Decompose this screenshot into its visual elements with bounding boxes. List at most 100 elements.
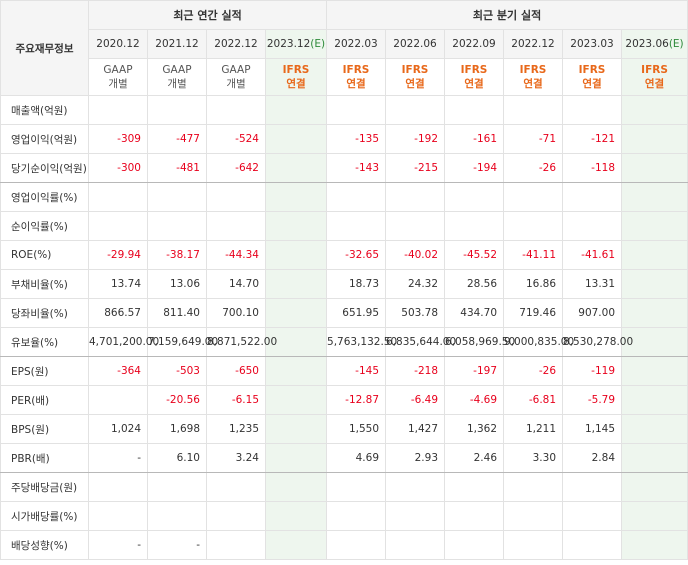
- table-cell: -161: [444, 124, 505, 154]
- accounting-basis: IFRS: [282, 64, 310, 76]
- table-cell: -197: [444, 356, 505, 386]
- table-cell: [562, 472, 623, 502]
- accounting-standard: IFRS 연결: [444, 58, 505, 96]
- table-cell: [621, 443, 688, 473]
- table-cell: [621, 530, 688, 560]
- table-cell: [206, 95, 266, 125]
- table-cell: -118: [562, 153, 623, 183]
- table-cell: [385, 472, 446, 502]
- table-cell: -481: [147, 153, 207, 183]
- period-date: 2020.12: [96, 38, 140, 50]
- consolidation-type: 개별: [108, 78, 128, 90]
- table-row: EPS(원) -364 -503 -650 -145 -218 -197 -26 -119: [0, 356, 688, 386]
- table-cell: [621, 153, 688, 183]
- accounting-basis: GAAP: [103, 64, 133, 76]
- table-cell: 18.73: [326, 269, 387, 299]
- table-cell: 1,145: [562, 414, 623, 444]
- period-header: 2021.12: [147, 29, 207, 59]
- table-cell: [147, 501, 207, 531]
- row-label: 부채비율(%): [0, 269, 89, 299]
- table-cell: [206, 501, 266, 531]
- row-label: PER(배): [0, 385, 89, 415]
- accounting-basis: GAAP: [221, 64, 251, 76]
- period-date: 2022.03: [334, 38, 378, 50]
- table-cell: [444, 182, 505, 212]
- table-cell: [444, 472, 505, 502]
- table-row: 배당성향(%) - -: [0, 530, 688, 560]
- consolidation-type: 개별: [167, 78, 187, 90]
- table-cell: [147, 211, 207, 241]
- table-cell: -: [88, 443, 148, 473]
- table-cell: -309: [88, 124, 148, 154]
- table-cell: [562, 501, 623, 531]
- table-cell: -135: [326, 124, 387, 154]
- table-row: 당기순이익(억원) -300 -481 -642 -143 -215 -194 -26 -118: [0, 153, 688, 183]
- row-label: 당좌비율(%): [0, 298, 89, 328]
- table-row: 당좌비율(%) 866.57 811.40 700.10 651.95 503.78 434…: [0, 298, 688, 328]
- table-cell: [621, 124, 688, 154]
- table-cell: -300: [88, 153, 148, 183]
- table-cell: 811.40: [147, 298, 207, 328]
- table-cell: 3.24: [206, 443, 266, 473]
- table-cell: [621, 501, 688, 531]
- table-cell: [621, 95, 688, 125]
- table-cell: -71: [503, 124, 564, 154]
- accounting-standard: GAAP 개별: [206, 58, 266, 96]
- table-cell: [88, 385, 148, 415]
- table-cell: [264, 443, 328, 473]
- table-cell: 1,211: [503, 414, 564, 444]
- row-label: 순이익률(%): [0, 211, 89, 241]
- table-row: 주당배당금(원): [0, 472, 688, 502]
- row-label: 시가배당률(%): [0, 501, 89, 531]
- table-cell: [88, 472, 148, 502]
- table-cell: [264, 269, 328, 299]
- consolidation-type: 연결: [464, 78, 484, 90]
- table-cell: 700.10: [206, 298, 266, 328]
- table-cell: [264, 356, 328, 386]
- table-cell: [444, 501, 505, 531]
- table-row: 영업이익(억원) -309 -477 -524 -135 -192 -161 -71 -121: [0, 124, 688, 154]
- table-cell: [206, 182, 266, 212]
- table-cell: [264, 153, 328, 183]
- table-row: 부채비율(%) 13.74 13.06 14.70 18.73 24.32 28.56 16.…: [0, 269, 688, 299]
- consolidation-type: 연결: [346, 78, 366, 90]
- accounting-standard: IFRS 연결: [503, 58, 564, 96]
- table-cell: 1,427: [385, 414, 446, 444]
- table-cell: -194: [444, 153, 505, 183]
- table-cell: [326, 472, 387, 502]
- row-label: ROE(%): [0, 240, 89, 270]
- table-cell: 7,159,649.00: [147, 327, 218, 357]
- consolidation-type: 연결: [405, 78, 425, 90]
- annual-results-header: 최근 연간 실적: [87, 0, 328, 30]
- table-cell: 1,698: [147, 414, 207, 444]
- period-date: 2022.12: [214, 38, 258, 50]
- table-row: 영업이익률(%): [0, 182, 688, 212]
- table-cell: -41.11: [503, 240, 564, 270]
- table-cell: [264, 211, 328, 241]
- accounting-basis: IFRS: [460, 64, 488, 76]
- period-header: 2022.06: [385, 29, 446, 59]
- table-cell: -: [147, 530, 207, 560]
- table-cell: -26: [503, 153, 564, 183]
- table-cell: -12.87: [326, 385, 387, 415]
- table-cell: [621, 414, 688, 444]
- period-row: 2020.12 2021.12 2022.12 2023.12(E) 2022.03 20…: [1, 29, 688, 59]
- table-cell: [621, 356, 688, 386]
- table-cell: [206, 472, 266, 502]
- table-row: PER(배) -20.56 -6.15 -12.87 -6.49 -4.69 -6.81 -5…: [0, 385, 688, 415]
- table-cell: [264, 240, 328, 270]
- period-date: 2023.12: [266, 38, 311, 50]
- table-cell: -5.79: [562, 385, 623, 415]
- table-cell: [264, 182, 328, 212]
- table-cell: 24.32: [385, 269, 446, 299]
- table-cell: [444, 530, 505, 560]
- table-cell: 907.00: [562, 298, 623, 328]
- row-label: 영업이익률(%): [0, 182, 89, 212]
- table-cell: [562, 530, 623, 560]
- table-cell: 6,835,644.00: [385, 327, 456, 357]
- table-cell: [621, 240, 688, 270]
- table-cell: [264, 327, 328, 357]
- period-date: 2021.12: [155, 38, 199, 50]
- consolidation-type: 개별: [226, 78, 246, 90]
- table-cell: [206, 530, 266, 560]
